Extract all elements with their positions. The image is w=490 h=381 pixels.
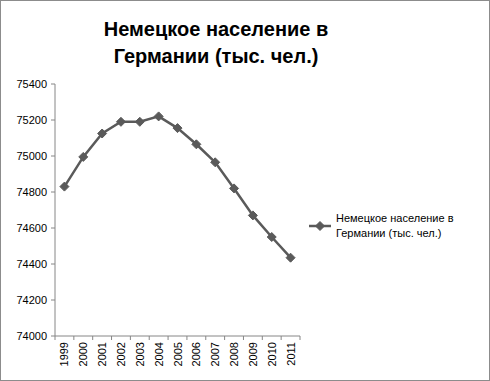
x-tick — [168, 336, 169, 340]
x-tick — [243, 336, 244, 340]
y-tick-label: 74200 — [16, 294, 47, 306]
x-tick-label: 2006 — [190, 342, 202, 366]
y-tick — [51, 264, 55, 265]
y-tick-label: 74800 — [16, 186, 47, 198]
legend-marker — [316, 222, 325, 231]
y-tick — [51, 228, 55, 229]
x-axis — [55, 336, 300, 337]
point — [154, 112, 163, 121]
title: Немецкое население в Германии (тыс. чел.) — [104, 18, 329, 67]
point — [79, 152, 88, 161]
point — [98, 129, 107, 138]
point — [248, 211, 257, 220]
x-tick — [149, 336, 150, 340]
x-tick — [55, 336, 56, 340]
y-tick — [51, 84, 55, 85]
x-tick — [92, 336, 93, 340]
y-tick-label: 75400 — [16, 78, 47, 90]
y-axis — [55, 84, 56, 336]
point — [192, 140, 201, 149]
plot-group — [60, 112, 295, 262]
x-tick — [262, 336, 263, 340]
y-tick-label: 75200 — [16, 114, 47, 126]
point — [60, 182, 69, 191]
x-tick-label: 2000 — [77, 342, 89, 366]
series-line — [64, 116, 290, 257]
point — [267, 233, 276, 242]
text-line: Немецкое население в — [336, 212, 454, 224]
text-line: Немецкое население в — [104, 18, 329, 40]
x-tick-label: 2004 — [153, 342, 165, 366]
x-tick-label: 2002 — [115, 342, 127, 366]
point — [286, 253, 295, 262]
point — [230, 184, 239, 193]
x-tick-label: 2009 — [247, 342, 259, 366]
text-line: Германии (тыс. чел.) — [336, 227, 441, 239]
x-tick-label: 1999 — [58, 342, 70, 366]
y-tick-label: 74600 — [16, 222, 47, 234]
x-tick — [300, 336, 301, 340]
chart-frame — [1, 1, 490, 381]
legend-label: Немецкое население в Германии (тыс. чел.) — [336, 212, 454, 239]
x-tick — [205, 336, 206, 340]
x-tick-label: 2007 — [209, 342, 221, 366]
point — [116, 117, 125, 126]
y-tick — [51, 336, 55, 337]
x-tick — [224, 336, 225, 340]
x-tick — [281, 336, 282, 340]
y-tick — [51, 120, 55, 121]
x-tick-label: 2005 — [172, 342, 184, 366]
text-line: Германии (тыс. чел.) — [114, 45, 319, 67]
point — [211, 158, 220, 167]
x-tick — [130, 336, 131, 340]
x-tick-label: 2011 — [285, 342, 297, 366]
point — [173, 124, 182, 133]
point — [135, 117, 144, 126]
x-tick — [186, 336, 187, 340]
chart: Немецкое население в Германии (тыс. чел.)… — [0, 0, 490, 381]
y-tick-label: 75000 — [16, 150, 47, 162]
x-tick-label: 2010 — [266, 342, 278, 366]
x-tick-label: 2001 — [96, 342, 108, 366]
x-tick-label: 2008 — [228, 342, 240, 366]
x-tick — [111, 336, 112, 340]
x-tick-label: 2003 — [134, 342, 146, 366]
y-tick-label: 74400 — [16, 258, 47, 270]
y-tick — [51, 156, 55, 157]
x-tick — [73, 336, 74, 340]
y-tick — [51, 300, 55, 301]
y-tick — [51, 192, 55, 193]
y-tick-label: 74000 — [16, 330, 47, 342]
